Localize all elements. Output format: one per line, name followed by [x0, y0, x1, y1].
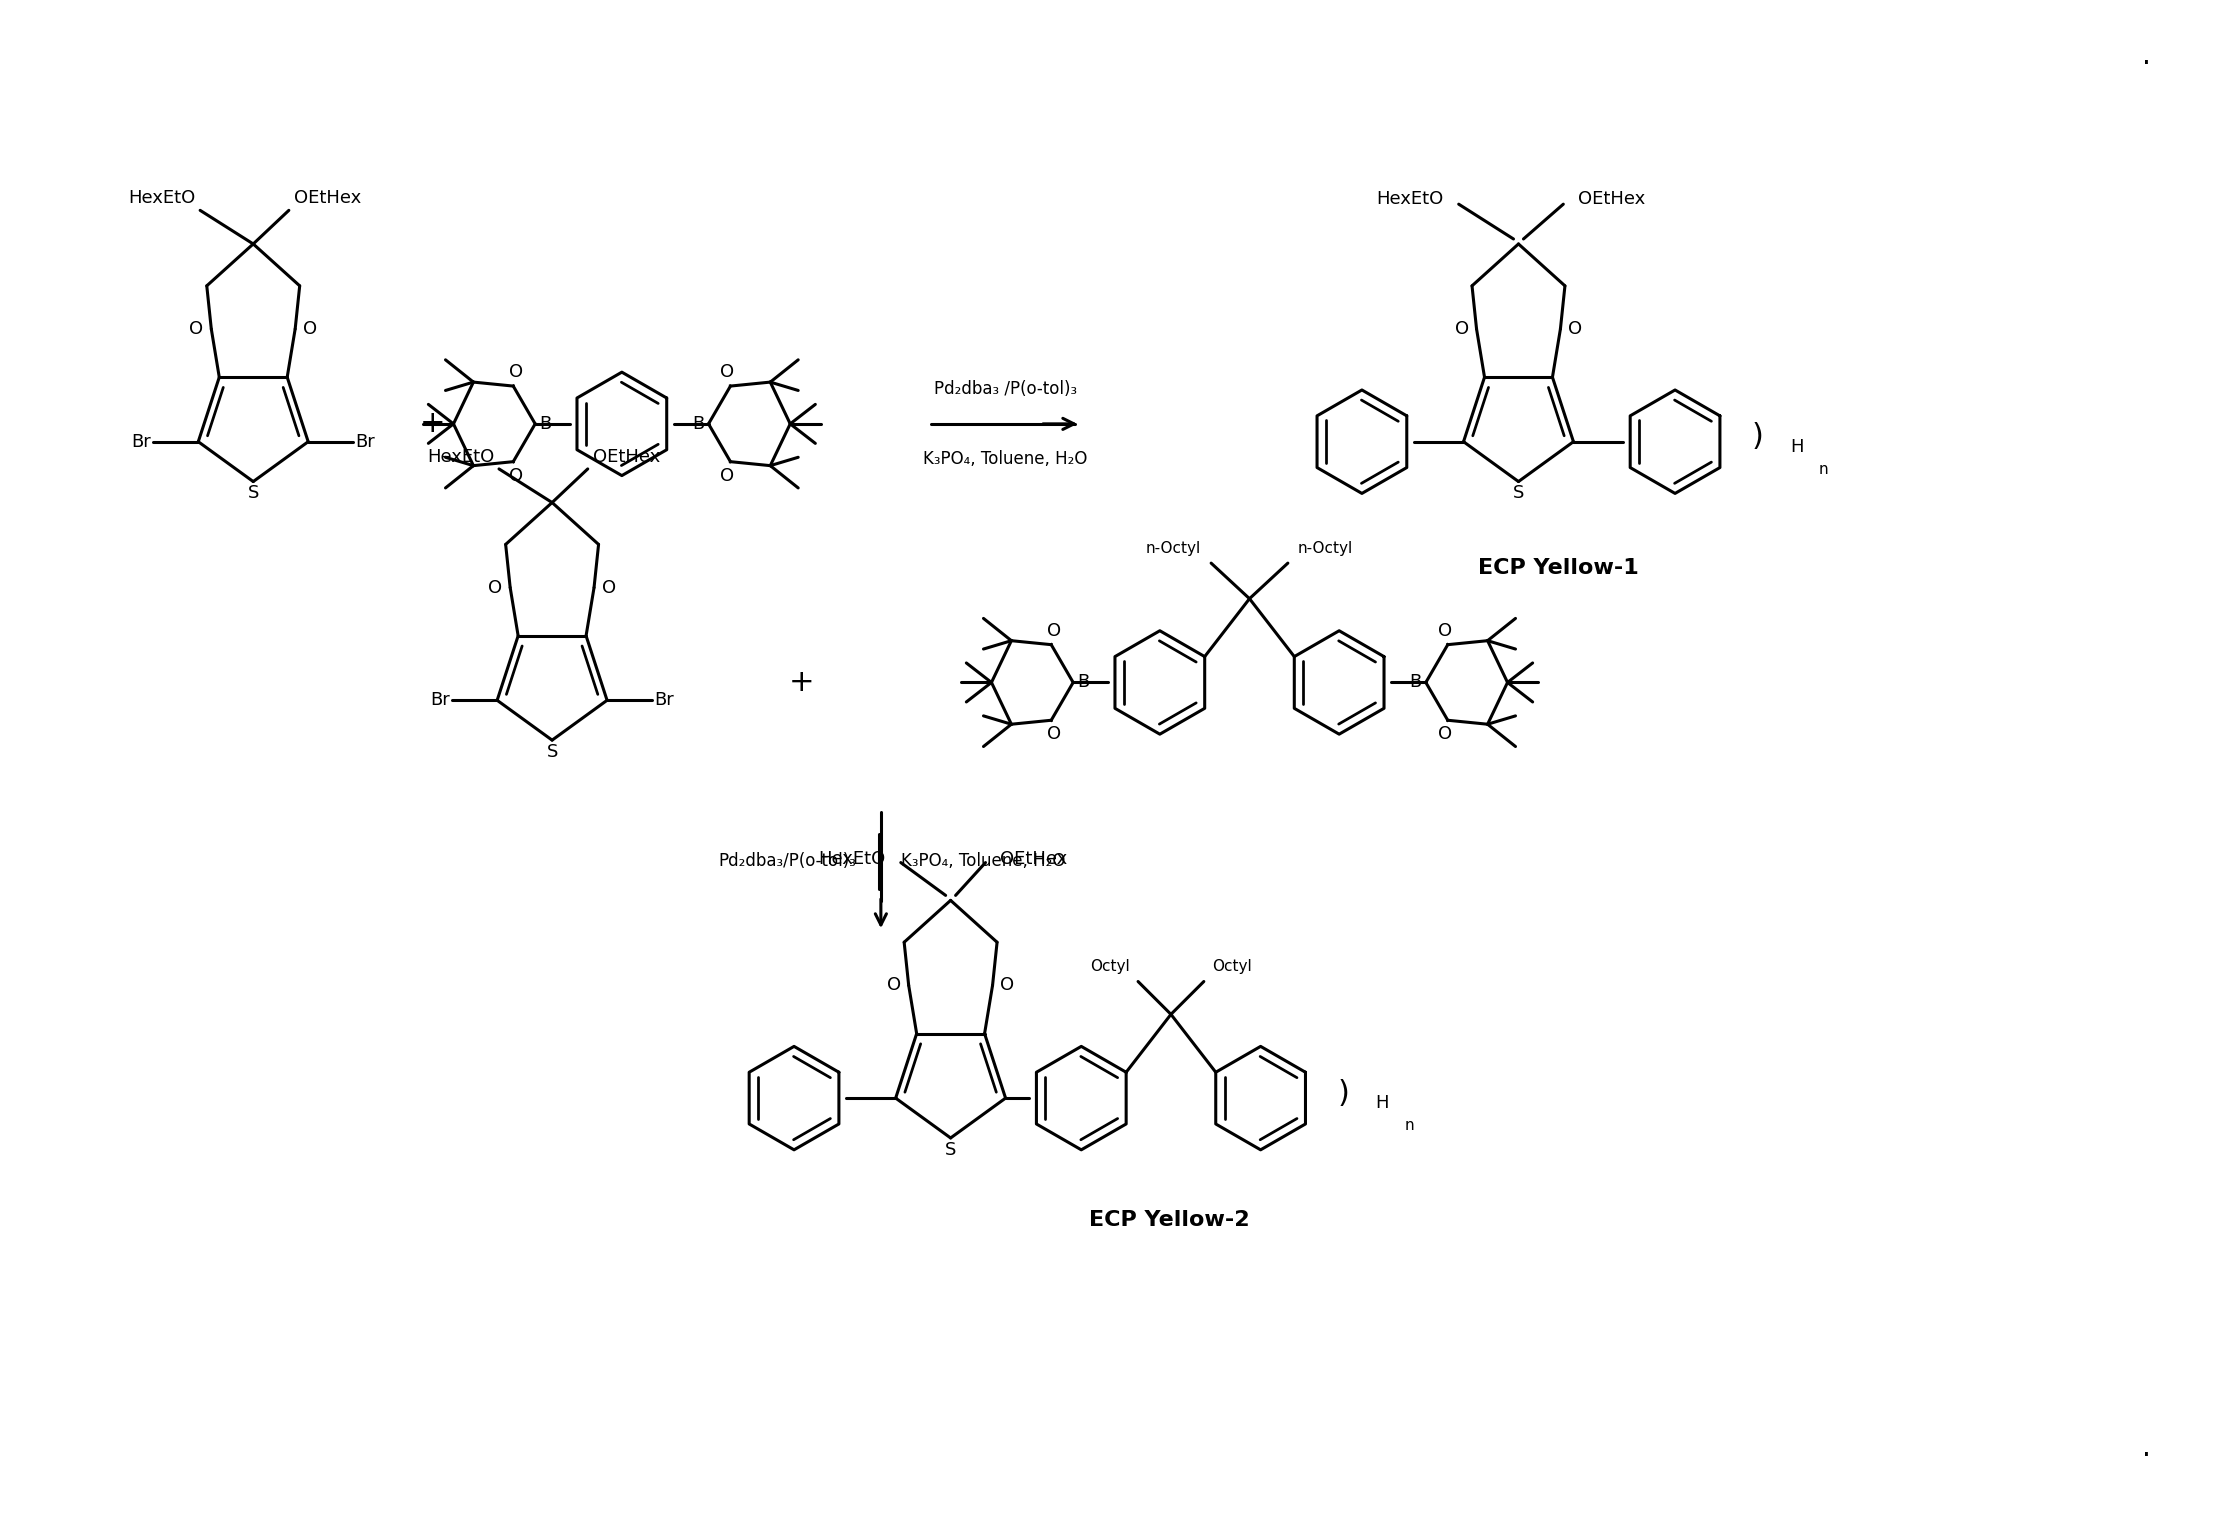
- Text: OEtHex: OEtHex: [1001, 850, 1068, 867]
- Text: .: .: [2142, 41, 2151, 70]
- Text: O: O: [1048, 622, 1061, 640]
- Text: O: O: [720, 363, 736, 381]
- Text: +: +: [789, 668, 814, 697]
- Text: S: S: [1513, 484, 1525, 502]
- Text: Pd₂dba₃ /P(o-tol)₃: Pd₂dba₃ /P(o-tol)₃: [934, 380, 1077, 398]
- Text: n: n: [1404, 1118, 1413, 1134]
- Text: Octyl: Octyl: [1213, 959, 1250, 974]
- Text: O: O: [189, 320, 203, 339]
- Text: B: B: [1077, 674, 1090, 691]
- Text: ): ): [1752, 423, 1763, 452]
- Text: ECP Yellow-1: ECP Yellow-1: [1478, 558, 1638, 578]
- Text: Br: Br: [132, 432, 152, 450]
- Text: O: O: [1569, 320, 1583, 339]
- Text: O: O: [508, 467, 524, 484]
- Text: OEtHex: OEtHex: [593, 447, 660, 466]
- Text: O: O: [720, 467, 736, 484]
- Text: .: .: [2142, 1434, 2151, 1462]
- Text: HexEtO: HexEtO: [1378, 190, 1444, 208]
- Text: K₃PO₄, Toluene, H₂O: K₃PO₄, Toluene, H₂O: [923, 450, 1088, 467]
- Text: H: H: [1375, 1094, 1389, 1112]
- Text: OEtHex: OEtHex: [294, 190, 361, 207]
- Text: Pd₂dba₃/P(o-tol)₃: Pd₂dba₃/P(o-tol)₃: [718, 852, 856, 870]
- Text: ECP Yellow-2: ECP Yellow-2: [1090, 1210, 1250, 1230]
- Text: S: S: [945, 1141, 956, 1158]
- Text: HexEtO: HexEtO: [127, 190, 196, 207]
- Text: K₃PO₄, Toluene, H₂O: K₃PO₄, Toluene, H₂O: [901, 852, 1065, 870]
- Text: ): ): [1337, 1079, 1349, 1108]
- Text: O: O: [488, 579, 502, 596]
- Text: O: O: [1438, 622, 1451, 640]
- Text: S: S: [247, 484, 259, 502]
- Text: O: O: [1456, 320, 1469, 339]
- Text: Br: Br: [430, 691, 450, 709]
- Text: H: H: [1790, 438, 1803, 455]
- Text: O: O: [602, 579, 615, 596]
- Text: OEtHex: OEtHex: [1578, 190, 1645, 208]
- Text: HexEtO: HexEtO: [818, 850, 885, 867]
- Text: O: O: [1048, 725, 1061, 743]
- Text: Octyl: Octyl: [1090, 959, 1130, 974]
- Text: B: B: [1409, 674, 1422, 691]
- Text: O: O: [1438, 725, 1451, 743]
- Text: B: B: [539, 415, 551, 434]
- Text: n: n: [1819, 463, 1828, 476]
- Text: O: O: [1001, 976, 1014, 994]
- Text: n-Octyl: n-Octyl: [1146, 541, 1201, 556]
- Text: B: B: [693, 415, 704, 434]
- Text: n-Octyl: n-Octyl: [1297, 541, 1353, 556]
- Text: +: +: [419, 409, 446, 438]
- Text: O: O: [508, 363, 524, 381]
- Text: S: S: [546, 743, 557, 761]
- Text: HexEtO: HexEtO: [426, 447, 495, 466]
- Text: Br: Br: [354, 432, 374, 450]
- Text: O: O: [887, 976, 901, 994]
- Text: O: O: [303, 320, 317, 339]
- Text: Br: Br: [653, 691, 673, 709]
